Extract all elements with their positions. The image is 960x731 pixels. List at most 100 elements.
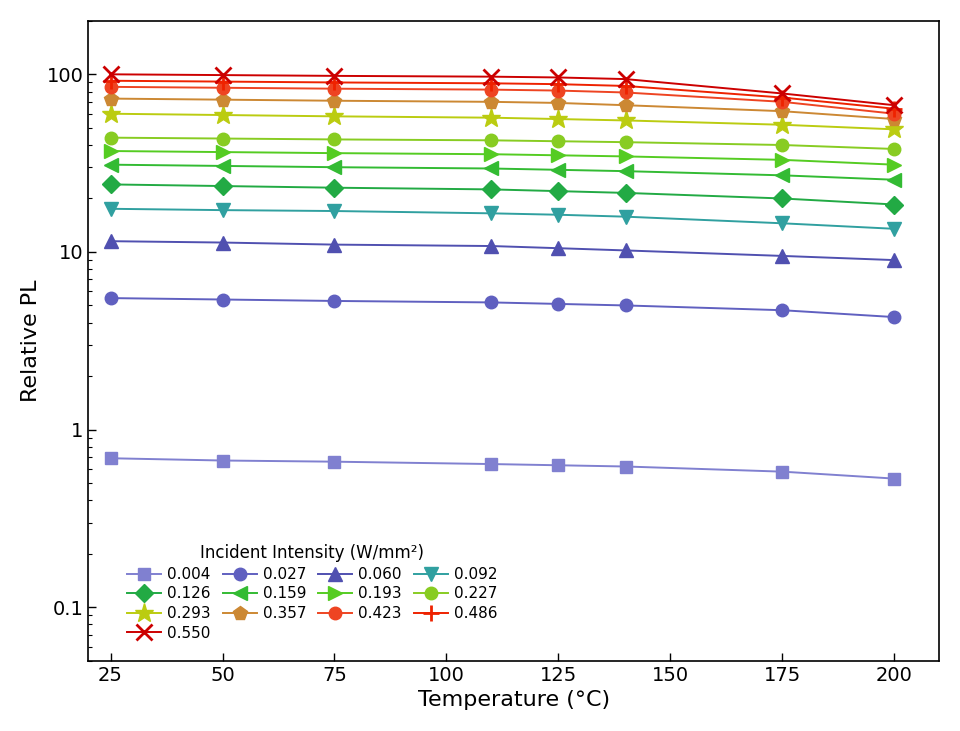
0.092 xyxy=(889,224,900,233)
0.550 xyxy=(620,75,632,83)
0.293 xyxy=(553,115,564,124)
0.486 xyxy=(486,79,497,88)
0.486 xyxy=(620,82,632,91)
0.227 xyxy=(105,133,116,142)
0.193 xyxy=(486,150,497,159)
0.126 xyxy=(217,182,228,191)
0.060 xyxy=(105,237,116,246)
0.227 xyxy=(889,145,900,154)
0.486 xyxy=(105,76,116,85)
0.423 xyxy=(486,86,497,94)
0.357 xyxy=(553,99,564,107)
0.357 xyxy=(486,97,497,106)
0.550 xyxy=(486,72,497,81)
0.227 xyxy=(217,135,228,143)
0.227 xyxy=(328,135,340,144)
0.193 xyxy=(328,148,340,157)
0.357 xyxy=(328,96,340,105)
0.550 xyxy=(105,70,116,79)
Line: 0.060: 0.060 xyxy=(104,234,901,267)
0.423 xyxy=(889,110,900,118)
0.159 xyxy=(486,164,497,173)
0.027 xyxy=(486,298,497,307)
0.193 xyxy=(889,160,900,169)
0.486 xyxy=(889,105,900,113)
0.357 xyxy=(620,101,632,110)
0.423 xyxy=(620,88,632,97)
0.027 xyxy=(620,301,632,310)
0.423 xyxy=(777,97,788,106)
Line: 0.423: 0.423 xyxy=(105,80,900,120)
0.293 xyxy=(105,110,116,118)
0.027 xyxy=(217,295,228,304)
0.159 xyxy=(889,175,900,184)
0.357 xyxy=(217,95,228,104)
0.126 xyxy=(486,185,497,194)
0.126 xyxy=(105,180,116,189)
0.227 xyxy=(553,137,564,145)
0.357 xyxy=(889,115,900,124)
0.293 xyxy=(620,116,632,125)
0.159 xyxy=(620,167,632,175)
0.550 xyxy=(217,71,228,80)
0.027 xyxy=(328,297,340,306)
0.423 xyxy=(217,83,228,92)
0.159 xyxy=(553,165,564,174)
0.060 xyxy=(328,240,340,249)
0.550 xyxy=(777,89,788,98)
Line: 0.126: 0.126 xyxy=(105,178,900,211)
0.092 xyxy=(553,211,564,219)
0.550 xyxy=(553,73,564,82)
0.293 xyxy=(486,113,497,122)
0.227 xyxy=(486,136,497,145)
0.423 xyxy=(553,86,564,95)
Line: 0.357: 0.357 xyxy=(104,91,901,126)
0.027 xyxy=(777,306,788,314)
0.126 xyxy=(328,183,340,192)
0.126 xyxy=(553,186,564,195)
0.060 xyxy=(777,251,788,260)
0.060 xyxy=(217,238,228,247)
0.004 xyxy=(328,458,340,466)
0.004 xyxy=(620,462,632,471)
Line: 0.550: 0.550 xyxy=(103,67,902,113)
0.227 xyxy=(620,137,632,146)
0.004 xyxy=(777,467,788,476)
0.193 xyxy=(217,148,228,156)
0.159 xyxy=(328,163,340,172)
0.004 xyxy=(889,474,900,483)
0.193 xyxy=(777,156,788,164)
0.486 xyxy=(553,80,564,88)
0.193 xyxy=(620,152,632,161)
0.550 xyxy=(889,101,900,110)
0.486 xyxy=(777,93,788,102)
0.004 xyxy=(486,460,497,469)
0.004 xyxy=(217,456,228,465)
0.423 xyxy=(105,83,116,91)
0.193 xyxy=(105,147,116,156)
Line: 0.004: 0.004 xyxy=(105,452,900,484)
0.293 xyxy=(328,112,340,121)
0.293 xyxy=(217,110,228,119)
0.060 xyxy=(486,242,497,251)
0.293 xyxy=(889,125,900,134)
0.027 xyxy=(105,294,116,303)
0.004 xyxy=(553,461,564,469)
0.159 xyxy=(777,171,788,180)
0.060 xyxy=(553,244,564,253)
0.486 xyxy=(217,77,228,86)
0.092 xyxy=(328,207,340,216)
0.227 xyxy=(777,140,788,149)
0.159 xyxy=(217,162,228,170)
0.092 xyxy=(620,212,632,221)
Line: 0.027: 0.027 xyxy=(105,292,900,323)
X-axis label: Temperature (°C): Temperature (°C) xyxy=(418,690,610,711)
0.126 xyxy=(777,194,788,203)
Line: 0.227: 0.227 xyxy=(105,132,900,155)
0.357 xyxy=(105,94,116,103)
0.159 xyxy=(105,160,116,169)
0.423 xyxy=(328,84,340,93)
0.486 xyxy=(328,78,340,87)
0.126 xyxy=(620,189,632,197)
Line: 0.193: 0.193 xyxy=(104,144,901,172)
